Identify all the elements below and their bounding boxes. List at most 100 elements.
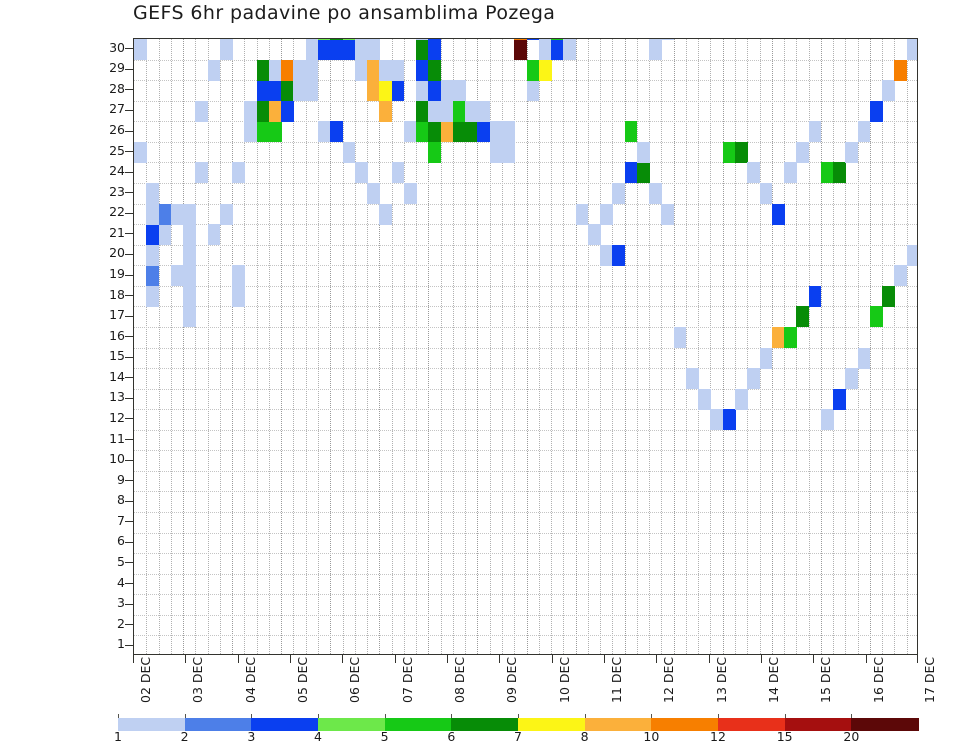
colorbar-tick-label: 8 bbox=[580, 729, 589, 744]
heatmap-cell bbox=[489, 121, 503, 143]
heatmap-cell bbox=[146, 224, 160, 246]
x-axis-tick-label: 12 DEC bbox=[661, 656, 677, 703]
heatmap-cell bbox=[722, 141, 736, 163]
gridline-vertical bbox=[636, 39, 638, 654]
heatmap-cell bbox=[514, 39, 527, 40]
y-axis-tick-mark bbox=[125, 212, 134, 214]
heatmap-cell bbox=[330, 121, 344, 143]
colorbar-segment bbox=[318, 718, 386, 731]
y-axis-tick-mark bbox=[125, 89, 134, 91]
x-axis-tick-mark bbox=[813, 655, 815, 663]
gridline-horizontal bbox=[134, 512, 917, 514]
heatmap-cell bbox=[232, 265, 245, 287]
y-axis: 30 29 28 27 26 25 24 23 22 21 20 19 18 17 16 15 14 13 12 11… bbox=[95, 38, 125, 655]
gridline-vertical bbox=[416, 39, 418, 654]
colorbar-tick-mark bbox=[651, 714, 653, 718]
heatmap-cell bbox=[551, 39, 564, 40]
gridline-horizontal bbox=[134, 388, 917, 390]
heatmap-cell bbox=[367, 80, 380, 102]
gridline-horizontal bbox=[134, 614, 917, 616]
heatmap-cell bbox=[784, 326, 797, 348]
gridline-vertical bbox=[796, 39, 798, 654]
colorbar-tick-mark bbox=[718, 714, 719, 718]
y-axis-tick-mark bbox=[125, 356, 134, 358]
heatmap-cell bbox=[342, 39, 356, 40]
colorbar-tick-mark bbox=[184, 714, 186, 718]
colorbar-segment bbox=[651, 718, 719, 731]
x-axis-tick-label: 09 DEC bbox=[504, 656, 520, 703]
y-axis-tick-label: 27 bbox=[109, 101, 125, 117]
gridline-horizontal bbox=[134, 573, 917, 575]
gridline-vertical bbox=[808, 39, 810, 654]
heatmap-cell bbox=[440, 121, 454, 143]
gridline-horizontal bbox=[134, 59, 917, 61]
gridline-vertical bbox=[538, 39, 540, 654]
y-axis-tick-mark bbox=[125, 315, 134, 317]
heatmap-cell bbox=[268, 121, 282, 143]
x-axis-tick-label: 14 DEC bbox=[766, 656, 781, 703]
gridline-vertical bbox=[183, 39, 185, 654]
gridline-vertical bbox=[735, 39, 737, 654]
gridline-vertical bbox=[354, 39, 356, 654]
heatmap-cell bbox=[170, 203, 184, 225]
gridline-horizontal bbox=[134, 635, 917, 637]
heatmap-cell bbox=[428, 100, 442, 122]
heatmap-cell bbox=[268, 59, 282, 81]
x-axis-tick-mark bbox=[499, 655, 501, 663]
gridline-vertical bbox=[514, 39, 516, 654]
gridline-horizontal bbox=[134, 553, 917, 555]
heatmap-cell bbox=[244, 100, 258, 122]
colorbar-tick-mark bbox=[251, 714, 253, 718]
gridline-vertical bbox=[600, 39, 602, 654]
gridline-vertical bbox=[379, 39, 381, 654]
heatmap-cell bbox=[146, 244, 160, 266]
heatmap-cell bbox=[379, 100, 393, 122]
gridline-horizontal bbox=[134, 265, 917, 267]
heatmap-cell bbox=[281, 80, 294, 102]
gridline-vertical bbox=[489, 39, 491, 654]
heatmap-cell bbox=[354, 162, 368, 184]
gridline-vertical bbox=[563, 39, 565, 654]
x-axis-tick-label: 02 DEC bbox=[138, 656, 153, 703]
x-axis-tick-mark bbox=[656, 655, 658, 663]
colorbar-tick-label: 2 bbox=[180, 729, 189, 744]
colorbar-tick-label: 5 bbox=[380, 729, 389, 744]
colorbar-tick-label: 20 bbox=[843, 729, 860, 744]
heatmap-cell bbox=[747, 368, 761, 390]
heatmap-cell bbox=[183, 203, 196, 225]
gridline-horizontal bbox=[134, 121, 917, 123]
heatmap-cell bbox=[575, 203, 589, 225]
colorbar-tick-mark bbox=[384, 714, 386, 718]
x-axis-tick-label: 05 DEC bbox=[295, 656, 310, 703]
y-axis-tick-mark bbox=[125, 418, 134, 420]
gridline-horizontal bbox=[134, 450, 917, 452]
heatmap-cell bbox=[563, 39, 577, 61]
y-axis-tick-label: 9 bbox=[117, 471, 125, 487]
y-axis-tick-mark bbox=[125, 336, 134, 338]
x-axis-tick-mark bbox=[394, 655, 396, 663]
heatmap-cell bbox=[379, 59, 393, 81]
heatmap-cell bbox=[281, 100, 294, 122]
x-axis-tick-mark bbox=[865, 655, 867, 663]
y-axis-tick-mark bbox=[125, 295, 134, 297]
heatmap-cell bbox=[710, 409, 724, 431]
x-axis-tick-mark bbox=[708, 655, 710, 663]
gridline-vertical bbox=[661, 39, 663, 654]
heatmap-cells-layer bbox=[134, 39, 917, 654]
heatmap-cell bbox=[256, 80, 270, 102]
heatmap-cell bbox=[207, 224, 221, 246]
y-axis-tick-mark bbox=[125, 171, 134, 173]
x-axis-tick-mark bbox=[917, 655, 918, 663]
heatmap-cell bbox=[256, 100, 270, 122]
gridline-vertical bbox=[146, 39, 148, 654]
y-axis-tick-label: 18 bbox=[109, 286, 125, 302]
heatmap-cell bbox=[342, 39, 356, 61]
heatmap-cell bbox=[305, 59, 319, 81]
heatmap-cell bbox=[146, 182, 160, 205]
gridline-vertical bbox=[207, 39, 209, 654]
heatmap-cell bbox=[379, 80, 393, 102]
heatmap-cell bbox=[722, 409, 736, 431]
y-axis-tick-label: 22 bbox=[109, 204, 125, 220]
heatmap-cell bbox=[317, 121, 331, 143]
heatmap-cell bbox=[501, 141, 515, 163]
